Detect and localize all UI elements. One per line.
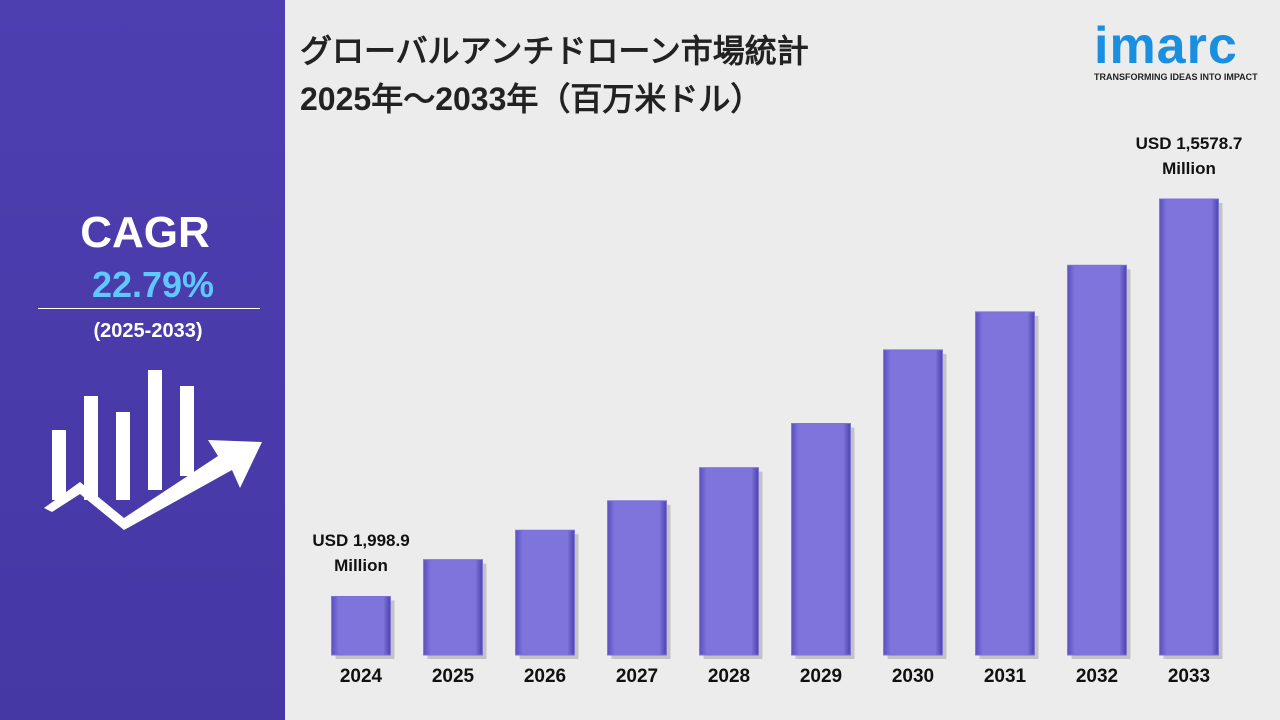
x-tick-label: 2033 [1168,666,1210,687]
bar [607,500,667,656]
logo: imarc [1094,17,1238,75]
bar [515,529,575,656]
divider [38,308,260,309]
cagr-label: CAGR [80,208,210,257]
bar [791,423,851,656]
bar [331,595,391,656]
chart-subtitle: 2025年～2033年（百万米ドル） [300,81,763,117]
x-tick-label: 2030 [892,666,934,687]
x-tick-label: 2032 [1076,666,1118,687]
bar [1067,264,1127,656]
cagr-period: (2025-2033) [93,320,203,342]
logo-tagline: TRANSFORMING IDEAS INTO IMPACT [1094,72,1258,82]
x-tick-label: 2026 [524,666,566,687]
x-tick-label: 2029 [800,666,842,687]
bar [699,467,759,656]
x-tick-label: 2031 [984,666,1027,687]
x-tick-label: 2025 [432,666,475,687]
cagr-value: 22.79% [91,264,215,305]
value-label: USD 1,5578.7 Million [1135,134,1243,178]
x-tick-label: 2028 [708,666,750,687]
sidebar: CAGR 22.79% (2025-2033) [0,0,285,720]
x-tick-label: 2027 [616,666,658,687]
bar [1159,198,1219,656]
bar [975,311,1035,656]
chart-title: グローバルアンチドローン市場統計 [300,33,809,69]
value-label: USD 1,998.9 Million [312,531,410,576]
bar [883,349,943,656]
x-tick-label: 2024 [340,666,383,687]
growth-icon [44,370,262,530]
bar [423,559,483,656]
